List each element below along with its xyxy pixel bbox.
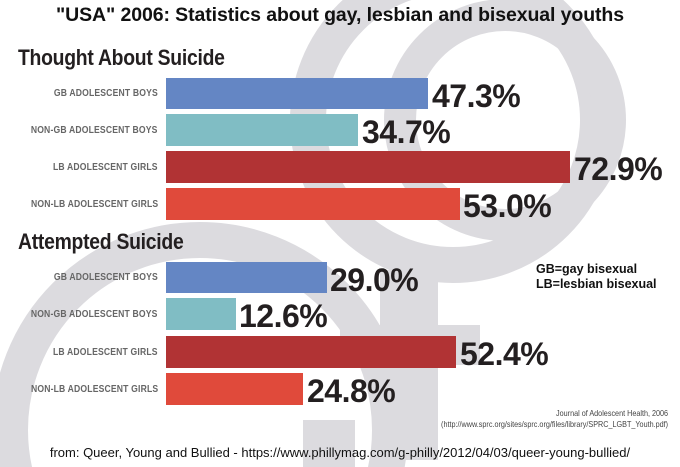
row-label: LB ADOLESCENT GIRLS xyxy=(53,161,158,173)
value-label: 29.0% xyxy=(330,262,419,298)
value-label: 72.9% xyxy=(574,151,663,187)
section-title-attempted: Attempted Suicide xyxy=(18,229,184,254)
bar-attempted-gb-boys xyxy=(166,262,327,293)
bar-attempted-non-gb-boys xyxy=(166,298,236,330)
bar-attempted-lb-girls xyxy=(166,336,456,368)
row-label: GB ADOLESCENT BOYS xyxy=(53,87,158,99)
value-label: 47.3% xyxy=(432,78,521,114)
legend-gb: GB=gay bisexual xyxy=(536,262,638,276)
bar-thought-non-gb-boys xyxy=(166,114,358,146)
source-url: (http://www.sprc.org/sites/sprc.org/file… xyxy=(440,419,668,429)
value-label: 12.6% xyxy=(239,298,328,334)
row-label: GB ADOLESCENT BOYS xyxy=(53,271,158,283)
row-label: LB ADOLESCENT GIRLS xyxy=(53,346,158,358)
value-label: 34.7% xyxy=(362,114,451,150)
section-title-thought: Thought About Suicide xyxy=(18,45,225,70)
bar-thought-gb-boys xyxy=(166,78,428,109)
legend-lb: LB=lesbian bisexual xyxy=(536,277,657,291)
source-journal: Journal of Adolescent Health, 2006 xyxy=(555,408,668,418)
value-label: 52.4% xyxy=(460,336,549,372)
row-label: NON-GB ADOLESCENT BOYS xyxy=(31,308,158,320)
source-citation: Journal of Adolescent Health, 2006 (http… xyxy=(441,408,668,430)
row-label: NON-LB ADOLESCENT GIRLS xyxy=(30,198,158,210)
value-label: 53.0% xyxy=(463,188,552,224)
footer-credit: from: Queer, Young and Bullied - https:/… xyxy=(49,445,631,460)
value-label: 24.8% xyxy=(307,373,396,409)
row-label: NON-GB ADOLESCENT BOYS xyxy=(31,124,158,136)
chart-title: "USA" 2006: Statistics about gay, lesbia… xyxy=(56,4,624,26)
bar-attempted-non-lb-girls xyxy=(166,373,303,405)
bar-thought-non-lb-girls xyxy=(166,188,460,220)
row-label: NON-LB ADOLESCENT GIRLS xyxy=(30,383,158,395)
bar-thought-lb-girls xyxy=(166,151,570,183)
abbreviation-legend: GB=gay bisexual LB=lesbian bisexual xyxy=(536,262,657,292)
